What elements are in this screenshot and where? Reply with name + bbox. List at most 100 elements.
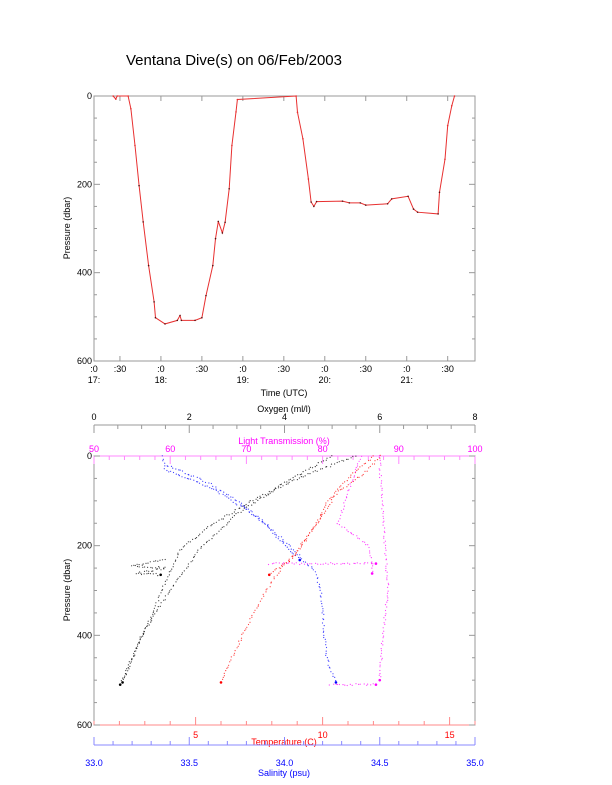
temperature-data-point <box>305 540 307 542</box>
oxygen-data-point <box>158 566 160 568</box>
x-tick-label: 19: <box>237 375 250 385</box>
x-tick-label: :0 <box>403 364 411 374</box>
oxygen-data-point <box>280 486 282 489</box>
temperature-data-point <box>319 517 322 519</box>
light-data-point <box>380 648 382 650</box>
light-data-point <box>386 575 388 577</box>
oxygen-data-point <box>279 484 281 486</box>
temperature-data-point <box>335 490 337 492</box>
temperature-data-point <box>325 504 327 506</box>
oxygen-data-point <box>224 515 226 517</box>
light-data-point <box>365 544 367 546</box>
salinity-data-point <box>288 543 290 546</box>
salinity-data-point <box>262 522 264 524</box>
salinity-data-point <box>332 673 334 675</box>
temperature-data-point <box>301 544 303 546</box>
light-data-point <box>378 473 381 475</box>
salinity-data-point <box>292 553 294 555</box>
salinity-data-point <box>300 558 303 560</box>
light-data-point <box>327 563 329 565</box>
data-point <box>138 184 140 187</box>
light-data-point <box>379 661 381 664</box>
salinity-data-point <box>325 641 327 643</box>
oxygen-data-point <box>159 573 162 577</box>
oxygen-data-point <box>330 463 333 465</box>
temperature-data-point <box>327 505 330 507</box>
oxygen-data-point <box>169 590 171 592</box>
data-point <box>176 319 179 322</box>
oxygen-data-point <box>155 560 157 562</box>
oxygen-data-point <box>277 487 280 489</box>
temperature-data-point <box>234 650 236 652</box>
oxygen-data-point <box>254 502 256 504</box>
oxygen-data-point <box>309 466 311 468</box>
data-point <box>416 211 419 213</box>
data-point <box>407 195 409 198</box>
oxygen-data-point <box>153 560 155 563</box>
oxygen-data-point <box>170 570 172 572</box>
oxygen-data-point <box>151 567 153 569</box>
oxygen-data-point <box>167 576 169 578</box>
temperature-data-point <box>361 465 363 467</box>
oxygen-data-point <box>238 507 240 509</box>
oxygen-data-point <box>142 566 144 568</box>
oxygen-data-point <box>148 624 150 626</box>
data-point <box>130 108 132 110</box>
light-data-point <box>385 559 387 561</box>
temperature-data-point <box>249 621 251 623</box>
light-data-point <box>370 562 372 564</box>
oxygen-data-point <box>175 581 177 583</box>
salinity-data-point <box>322 608 324 610</box>
light-data-point <box>380 485 382 487</box>
oxygen-data-point <box>140 573 143 576</box>
oxygen-data-point <box>213 534 215 536</box>
oxygen-data-point <box>139 571 141 573</box>
light-data-point <box>335 683 337 685</box>
light-data-point <box>386 601 388 603</box>
oxygen-data-point <box>136 563 138 565</box>
light-tick-label: 60 <box>165 444 175 454</box>
oxygen-data-point <box>159 605 161 608</box>
data-point <box>437 213 439 215</box>
salinity-data-point <box>179 469 181 471</box>
oxygen-data-point <box>285 483 287 485</box>
oxygen-data-point <box>149 561 151 563</box>
oxygen-data-point <box>128 668 130 670</box>
oxygen-data-point <box>247 505 249 507</box>
light-data-point <box>374 562 378 565</box>
light-data-point <box>371 561 373 563</box>
light-data-point <box>301 562 303 564</box>
temperature-data-point <box>253 611 255 614</box>
light-data-point <box>349 683 351 686</box>
oxygen-data-point <box>307 473 309 475</box>
light-data-point <box>347 531 349 533</box>
temperature-data-point <box>321 514 323 516</box>
light-data-point <box>380 642 383 645</box>
light-data-point <box>382 510 385 513</box>
temperature-data-point <box>246 626 248 628</box>
oxygen-data-point <box>138 564 140 566</box>
x-tick-label: 20: <box>319 375 332 385</box>
light-data-point <box>370 572 374 575</box>
oxygen-data-point <box>338 461 340 463</box>
oxygen-data-point <box>144 628 146 630</box>
salinity-data-point <box>199 477 201 479</box>
light-data-point <box>334 563 336 566</box>
temperature-data-point <box>315 524 317 527</box>
oxygen-data-point <box>182 546 184 548</box>
light-data-point <box>359 458 361 460</box>
oxygen-data-point <box>187 541 189 543</box>
oxygen-data-point <box>347 458 349 460</box>
temperature-data-point <box>238 643 240 645</box>
data-point <box>310 201 312 203</box>
oxygen-data-point <box>177 554 179 556</box>
light-data-point <box>303 563 306 565</box>
light-data-point <box>362 541 364 543</box>
x-axis-label: Time (UTC) <box>261 388 308 398</box>
data-point <box>115 98 117 100</box>
light-data-point <box>353 475 356 477</box>
salinity-data-point <box>264 522 266 524</box>
temperature-data-point <box>299 548 301 550</box>
light-tick-label: 50 <box>89 444 99 454</box>
light-data-point <box>382 521 384 523</box>
